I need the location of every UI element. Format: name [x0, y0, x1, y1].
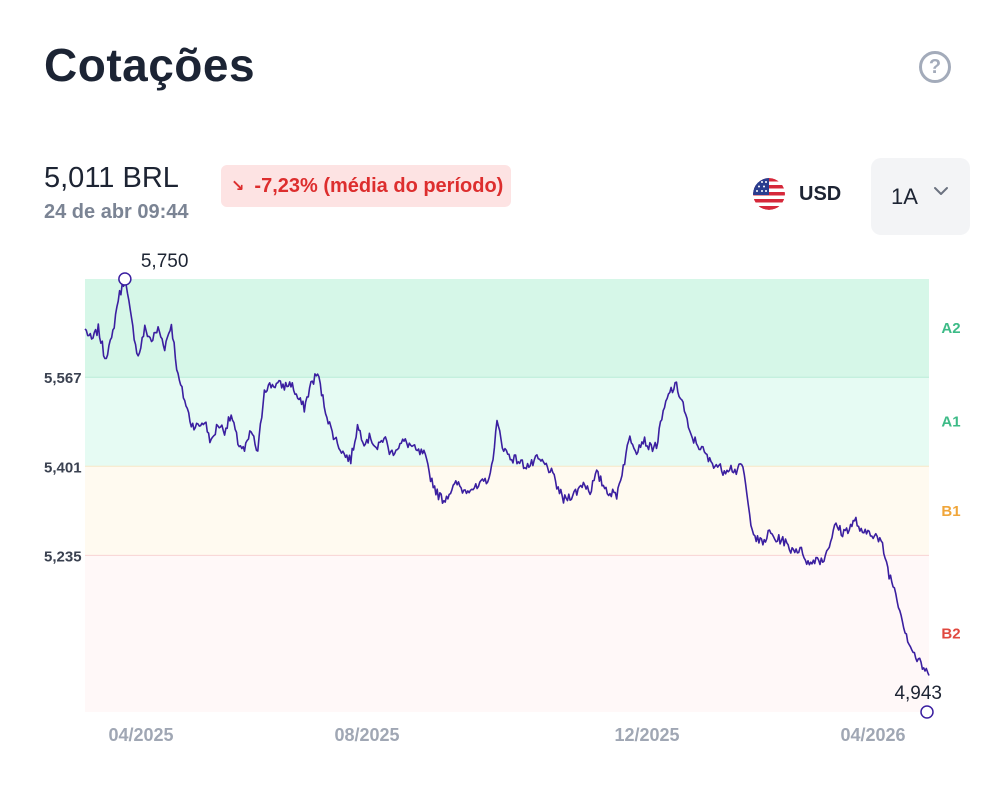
min-marker: [920, 705, 934, 719]
band-b1: [85, 466, 929, 556]
question-circle-icon: ?: [928, 55, 942, 78]
max-marker: [118, 272, 132, 286]
period-value: 1A: [891, 183, 918, 209]
band-label-b1: B1: [941, 503, 960, 520]
y-tick-label: 5,401: [44, 459, 82, 476]
us-flag-icon: [753, 178, 785, 210]
band-label-b2: B2: [941, 626, 960, 643]
y-tick-label: 5,235: [44, 548, 82, 565]
price-timestamp: 24 de abr 09:44: [44, 201, 189, 223]
change-text: -7,23% (média do período): [254, 174, 504, 197]
x-tick-label: 08/2025: [334, 725, 399, 745]
max-annotation: 5,750: [141, 251, 189, 272]
x-tick-label: 04/2025: [108, 725, 173, 745]
change-badge: ↘ -7,23% (média do período): [221, 165, 512, 207]
x-tick-label: 04/2026: [840, 725, 905, 745]
price-series-line: [84, 282, 930, 676]
x-tick-label: 12/2025: [614, 725, 679, 745]
min-annotation: 4,943: [894, 683, 942, 704]
help-button[interactable]: ?: [919, 51, 951, 83]
band-label-a1: A1: [941, 414, 960, 431]
period-select[interactable]: 1A: [871, 158, 970, 235]
y-tick-label: 5,567: [44, 370, 82, 387]
current-price: 5,011 BRL: [44, 162, 179, 194]
currency-label: USD: [799, 182, 842, 205]
page-title: Cotações: [44, 39, 256, 91]
band-a2: [85, 279, 929, 378]
chevron-down-icon: [934, 187, 948, 195]
arrow-down-right-icon: ↘: [231, 178, 245, 195]
currency-selector[interactable]: USD: [753, 178, 841, 210]
band-b2: [85, 555, 929, 712]
band-label-a2: A2: [941, 320, 960, 337]
